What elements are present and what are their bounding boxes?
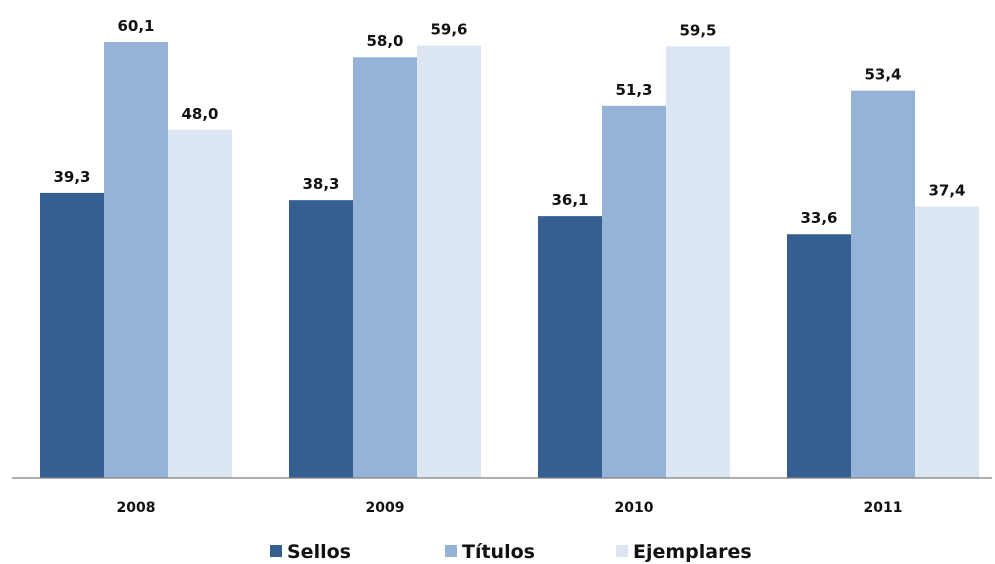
data-label: 59,5: [679, 21, 716, 39]
data-label: 59,6: [430, 21, 467, 39]
data-label: 39,3: [53, 168, 90, 186]
legend: Sellos Títulos Ejemplares: [270, 541, 752, 563]
bar-ejemplares-2008: [168, 129, 232, 478]
bar-ejemplares-2009: [417, 45, 481, 478]
x-tick-label: 2008: [117, 500, 156, 516]
legend-swatch: [270, 545, 282, 557]
legend-swatch: [616, 545, 628, 557]
data-label: 60,1: [117, 17, 154, 35]
data-label: 51,3: [615, 81, 652, 99]
bar-ejemplares-2010: [666, 46, 730, 478]
bar-sellos-2009: [289, 200, 353, 478]
data-label: 58,0: [366, 32, 403, 50]
data-label: 36,1: [551, 191, 588, 209]
legend-label: Ejemplares: [633, 541, 752, 563]
x-tick-label: 2009: [366, 500, 405, 516]
bars-group: [40, 42, 979, 479]
data-label: 33,6: [800, 209, 837, 227]
bar-sellos-2010: [538, 216, 602, 479]
bar-sellos-2011: [787, 234, 851, 478]
data-label: 48,0: [181, 105, 218, 123]
bar-titulos-2011: [851, 90, 915, 479]
data-label: 53,4: [864, 66, 901, 84]
data-label: 37,4: [928, 182, 965, 200]
bar-sellos-2008: [40, 192, 104, 478]
data-labels-group: 39,3 60,1 48,0 38,3 58,0 59,6 36,1 51,3 59,5 33,6…: [53, 17, 965, 227]
x-tick-label: 2010: [615, 500, 654, 516]
legend-label: Títulos: [462, 541, 535, 563]
bar-titulos-2010: [602, 105, 666, 478]
bar-titulos-2008: [104, 42, 168, 478]
legend-swatch: [445, 545, 457, 557]
bar-ejemplares-2011: [915, 206, 979, 478]
legend-label: Sellos: [287, 541, 351, 563]
data-label: 38,3: [302, 175, 339, 193]
x-tick-label: 2011: [864, 500, 903, 516]
x-tick-labels-group: 2008 2009 2010 2011: [117, 500, 903, 516]
bar-titulos-2009: [353, 57, 417, 478]
